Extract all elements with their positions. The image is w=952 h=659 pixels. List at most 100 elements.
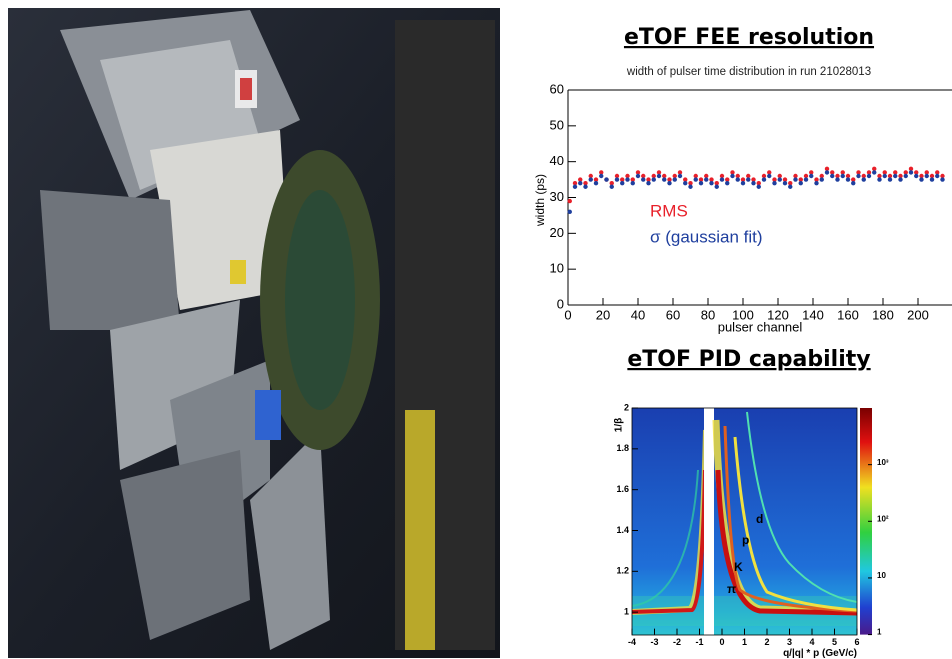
data-point bbox=[730, 170, 735, 175]
y-tick-label: 1 bbox=[624, 607, 629, 617]
data-point bbox=[698, 177, 704, 182]
legend-entry: RMS bbox=[650, 201, 688, 220]
x-tick-label: -2 bbox=[673, 637, 681, 647]
x-tick-label: -3 bbox=[650, 637, 658, 647]
data-point bbox=[677, 170, 683, 175]
data-point bbox=[656, 173, 662, 179]
data-point bbox=[683, 177, 688, 182]
data-point bbox=[782, 180, 788, 186]
data-point bbox=[782, 177, 788, 182]
data-point bbox=[935, 173, 940, 179]
data-point bbox=[667, 180, 672, 186]
data-point bbox=[919, 177, 924, 182]
x-tick-label: -1 bbox=[695, 637, 703, 647]
data-point bbox=[698, 180, 704, 186]
data-point bbox=[835, 173, 840, 179]
x-tick-label: 140 bbox=[802, 307, 824, 322]
data-point bbox=[866, 170, 872, 175]
data-point bbox=[788, 184, 793, 189]
data-point bbox=[929, 177, 935, 182]
data-point bbox=[693, 173, 698, 179]
x-tick-label: 200 bbox=[907, 307, 929, 322]
data-point bbox=[840, 170, 845, 175]
data-point bbox=[788, 180, 793, 186]
data-point bbox=[735, 177, 740, 182]
data-point bbox=[646, 180, 651, 186]
data-point bbox=[656, 170, 662, 175]
data-point bbox=[861, 173, 866, 179]
data-point bbox=[683, 180, 688, 186]
data-point bbox=[803, 173, 809, 179]
data-point bbox=[714, 180, 719, 186]
y-tick-label: 2 bbox=[624, 402, 629, 412]
data-point bbox=[630, 180, 635, 186]
data-point bbox=[919, 173, 924, 179]
y-tick-label: 1.2 bbox=[616, 566, 629, 576]
x-tick-label: 40 bbox=[631, 307, 645, 322]
data-point bbox=[667, 177, 672, 182]
data-point bbox=[688, 180, 693, 186]
data-point bbox=[751, 177, 756, 182]
color-tick-label: 10 bbox=[877, 571, 886, 580]
data-point bbox=[903, 173, 908, 179]
data-point bbox=[809, 170, 814, 175]
x-tick-label: 2 bbox=[764, 637, 769, 647]
data-point bbox=[578, 180, 583, 186]
data-point bbox=[567, 198, 572, 204]
data-point bbox=[641, 173, 646, 179]
data-point bbox=[730, 173, 735, 179]
data-point bbox=[583, 184, 588, 189]
data-point bbox=[908, 170, 914, 175]
data-point bbox=[835, 177, 840, 182]
data-point bbox=[793, 173, 798, 179]
data-point bbox=[614, 177, 620, 182]
data-point bbox=[719, 173, 725, 179]
y-axis-label: 1/β bbox=[614, 418, 625, 432]
data-point bbox=[824, 170, 830, 175]
data-point bbox=[714, 184, 719, 189]
data-point bbox=[767, 173, 772, 179]
data-point bbox=[856, 170, 861, 175]
data-point bbox=[672, 177, 677, 182]
data-point bbox=[777, 173, 782, 179]
data-point bbox=[625, 177, 630, 182]
x-axis-label: q/|q| * p (GeV/c) bbox=[783, 648, 857, 659]
data-point bbox=[924, 170, 929, 175]
x-tick-label: 0 bbox=[719, 637, 724, 647]
data-point bbox=[599, 173, 604, 179]
y-tick-label: 1.8 bbox=[616, 443, 629, 453]
data-point bbox=[814, 177, 819, 182]
data-point bbox=[719, 177, 725, 182]
y-tick-label: 0 bbox=[557, 296, 564, 311]
data-point bbox=[819, 173, 824, 179]
data-point bbox=[877, 173, 882, 179]
x-tick-label: 80 bbox=[701, 307, 715, 322]
data-point bbox=[740, 180, 746, 186]
data-point bbox=[819, 177, 824, 182]
band-label: K bbox=[734, 560, 743, 574]
data-point bbox=[751, 180, 756, 186]
data-point bbox=[572, 184, 578, 189]
data-point bbox=[651, 173, 656, 179]
data-point bbox=[803, 177, 809, 182]
x-tick-label: 0 bbox=[564, 307, 571, 322]
data-point bbox=[635, 173, 641, 179]
data-point bbox=[620, 177, 625, 182]
data-point bbox=[746, 177, 751, 182]
data-point bbox=[856, 173, 861, 179]
x-tick-label: 3 bbox=[787, 637, 792, 647]
data-point bbox=[924, 173, 929, 179]
y-tick-label: 1.4 bbox=[616, 525, 629, 535]
data-point bbox=[809, 173, 814, 179]
data-point bbox=[693, 177, 698, 182]
data-point bbox=[704, 177, 709, 182]
x-tick-label: 4 bbox=[809, 637, 814, 647]
chart-title: width of pulser time distribution in run… bbox=[626, 66, 871, 78]
data-point bbox=[893, 170, 898, 175]
data-point bbox=[851, 177, 856, 182]
data-point bbox=[830, 170, 835, 175]
data-point bbox=[777, 177, 782, 182]
data-point bbox=[588, 177, 593, 182]
data-point bbox=[646, 177, 651, 182]
data-point bbox=[614, 173, 620, 179]
